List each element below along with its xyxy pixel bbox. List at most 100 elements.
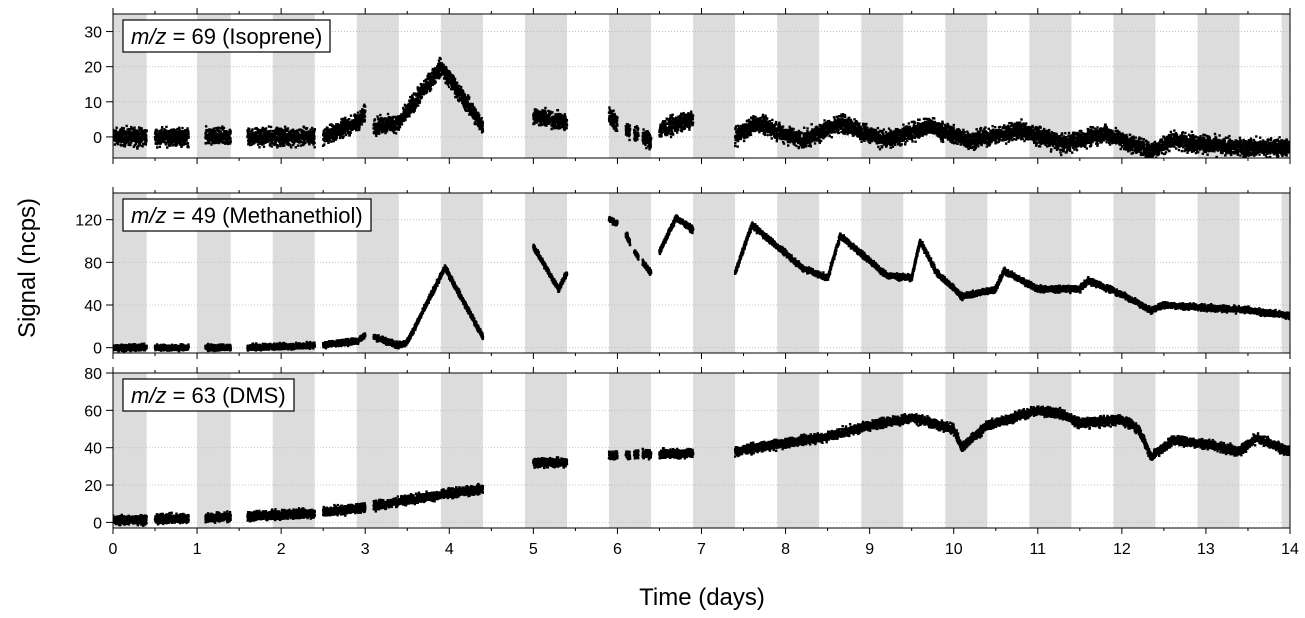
data-point — [338, 136, 342, 140]
data-point — [463, 97, 466, 100]
data-point — [448, 70, 451, 73]
data-point — [473, 121, 477, 124]
data-point — [264, 133, 267, 136]
data-point — [676, 118, 679, 122]
data-point — [668, 129, 672, 133]
data-point — [608, 106, 611, 109]
data-point — [165, 125, 168, 129]
data-point — [328, 123, 332, 126]
data-point — [187, 135, 190, 139]
data-point — [362, 116, 365, 120]
data-point — [136, 147, 139, 150]
data-point — [564, 115, 567, 119]
data-point — [248, 142, 251, 145]
data-point — [373, 118, 377, 121]
data-point — [170, 131, 173, 134]
data-point — [256, 143, 260, 146]
data-point — [412, 110, 415, 114]
data-point — [307, 140, 310, 144]
data-point — [686, 114, 689, 117]
data-point — [275, 139, 278, 142]
data-point — [140, 130, 144, 133]
data-point — [116, 142, 120, 146]
data-point — [385, 130, 389, 133]
data-point — [181, 143, 184, 146]
data-point — [213, 129, 217, 133]
data-point — [750, 129, 753, 132]
data-point — [137, 137, 141, 141]
data-point — [260, 138, 263, 141]
data-point — [669, 118, 672, 122]
data-point — [140, 139, 144, 142]
data-point — [331, 133, 334, 136]
data-point — [784, 138, 788, 141]
data-point — [160, 140, 163, 143]
data-point — [782, 142, 786, 145]
data-point — [298, 141, 301, 144]
data-point — [633, 129, 637, 133]
data-point — [127, 140, 130, 144]
data-point — [427, 85, 430, 89]
data-point — [153, 135, 157, 139]
data-point — [444, 74, 447, 77]
data-point — [300, 128, 303, 132]
data-point — [361, 120, 365, 123]
data-point — [287, 132, 290, 135]
data-point — [223, 137, 226, 140]
data-point — [772, 127, 775, 131]
data-point — [258, 136, 262, 139]
data-point — [533, 108, 537, 111]
data-point — [260, 143, 264, 146]
data-point — [286, 127, 290, 130]
data-point — [411, 94, 414, 97]
data-point — [255, 131, 258, 134]
data-point — [164, 131, 167, 135]
data-point — [463, 93, 467, 97]
data-point — [402, 116, 405, 120]
data-point — [429, 73, 432, 76]
data-point — [322, 130, 326, 133]
data-point — [167, 142, 170, 145]
data-point — [167, 134, 170, 137]
data-point — [172, 128, 176, 131]
data-point — [126, 128, 129, 131]
data-point — [628, 129, 631, 133]
data-point — [178, 139, 182, 142]
data-point — [343, 118, 347, 122]
data-point — [295, 129, 299, 132]
data-point — [781, 132, 784, 135]
data-point — [793, 141, 796, 144]
data-point — [668, 128, 671, 132]
data-point — [187, 130, 190, 134]
data-point — [227, 130, 230, 133]
data-point — [335, 133, 338, 137]
data-point — [765, 130, 768, 133]
data-point — [408, 101, 412, 105]
data-point — [633, 125, 637, 129]
data-point — [178, 131, 181, 134]
data-point — [452, 78, 455, 81]
data-point — [162, 138, 166, 141]
data-point — [293, 137, 296, 141]
data-point — [119, 131, 123, 135]
data-point — [544, 117, 547, 121]
data-point — [408, 110, 411, 113]
data-point — [670, 115, 673, 119]
data-point — [282, 134, 286, 137]
data-point — [229, 140, 232, 143]
data-point — [271, 129, 275, 133]
data-point — [774, 134, 777, 137]
data-point — [610, 114, 613, 118]
data-point — [302, 129, 305, 133]
data-point — [186, 127, 189, 130]
data-point — [691, 121, 695, 124]
data-point — [209, 135, 213, 138]
data-point — [120, 140, 123, 144]
data-point — [766, 133, 769, 137]
data-point — [764, 116, 767, 119]
data-point — [118, 138, 121, 141]
data-point — [787, 129, 790, 132]
data-point — [171, 129, 174, 133]
data-point — [481, 125, 484, 128]
